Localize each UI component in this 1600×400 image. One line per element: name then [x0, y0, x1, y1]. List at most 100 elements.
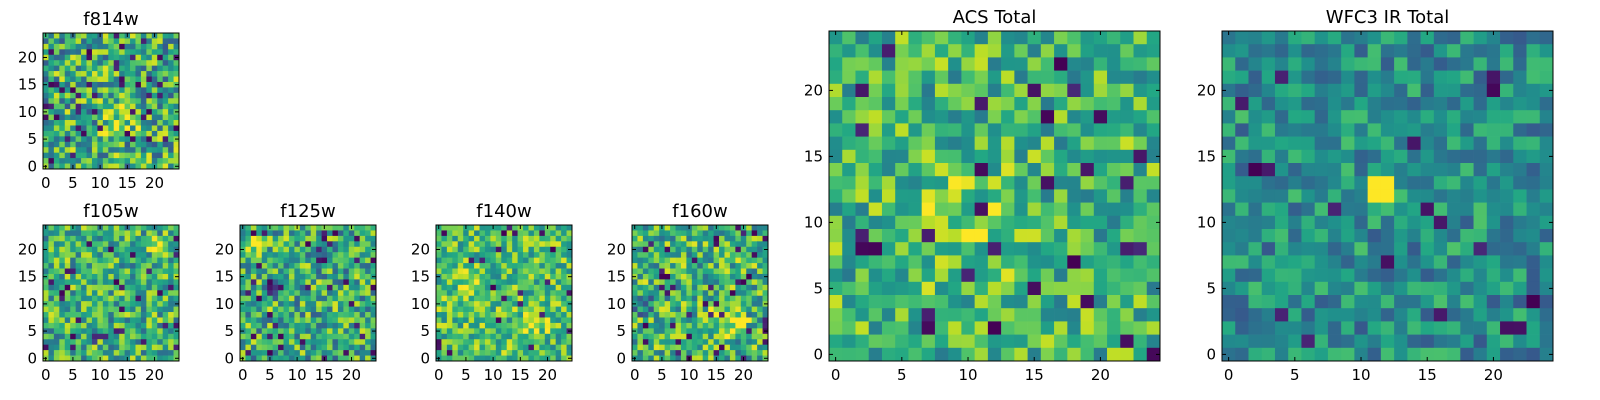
heatmap-cell	[261, 268, 268, 275]
heatmap-cell	[250, 295, 257, 302]
heatmap-cell	[1274, 83, 1289, 98]
heatmap-cell	[842, 176, 856, 190]
heatmap-cell	[1486, 97, 1501, 111]
heatmap-cell	[316, 225, 322, 231]
heatmap-cell	[151, 252, 158, 258]
heatmap-cell	[1120, 295, 1134, 309]
heatmap-cell	[948, 215, 962, 230]
heatmap-cell	[517, 246, 524, 253]
heatmap-cell	[1274, 308, 1289, 322]
heatmap-cell	[135, 147, 142, 154]
heatmap-cell	[479, 295, 486, 302]
heatmap-cell	[1473, 136, 1488, 151]
heatmap-cell	[1473, 308, 1488, 322]
heatmap-cell	[680, 268, 687, 275]
heatmap-cell	[555, 284, 562, 291]
heatmap-cell	[479, 273, 486, 280]
heatmap-cell	[337, 225, 344, 231]
heatmap-cell	[1288, 255, 1302, 269]
heatmap-cell	[75, 136, 82, 143]
heatmap-cell	[86, 333, 93, 340]
heatmap-cell	[523, 344, 529, 351]
heatmap-cell	[566, 263, 573, 269]
heatmap-cell	[1394, 163, 1408, 177]
heatmap-cell	[664, 230, 671, 237]
heatmap-cell	[261, 355, 268, 362]
heatmap-cell	[908, 149, 923, 164]
heatmap-cell	[653, 290, 660, 297]
heatmap-cell	[1054, 110, 1068, 124]
heatmap-cell	[332, 263, 339, 269]
heatmap-cell	[240, 295, 246, 302]
heatmap-cell	[1420, 229, 1435, 243]
heatmap-cell	[642, 350, 649, 356]
heatmap-cell	[762, 344, 769, 351]
heatmap-cell	[64, 141, 71, 148]
heatmap-cell	[550, 279, 557, 286]
heatmap-cell	[501, 284, 508, 291]
heatmap-cell	[64, 241, 71, 248]
heatmap-cell	[75, 317, 82, 324]
heatmap-cell	[1327, 136, 1342, 151]
heatmap-cell	[719, 312, 725, 318]
heatmap-cell	[533, 295, 540, 302]
heatmap-cell	[146, 273, 153, 280]
heatmap-cell	[1040, 176, 1055, 190]
heatmap-cell	[702, 301, 709, 307]
heatmap-cell	[48, 301, 55, 307]
heatmap-cell	[327, 279, 333, 286]
heatmap-cell	[267, 295, 273, 302]
heatmap-cell	[1433, 229, 1448, 243]
heatmap-cell	[1107, 176, 1121, 190]
heatmap-cell	[735, 279, 742, 286]
heatmap-cell	[1080, 189, 1095, 203]
heatmap-cell	[686, 328, 693, 335]
heatmap-cell	[441, 257, 448, 264]
heatmap-cell	[81, 76, 87, 83]
heatmap-cell	[1433, 202, 1448, 217]
heatmap-cell	[43, 252, 49, 258]
heatmap-cell	[1314, 136, 1329, 151]
heatmap-cell	[566, 322, 573, 329]
heatmap-cell	[64, 268, 71, 275]
heatmap-cell	[528, 273, 535, 280]
heatmap-cell	[474, 339, 480, 346]
heatmap-cell	[146, 43, 153, 50]
heatmap-cell	[119, 246, 125, 253]
heatmap-cell	[474, 322, 480, 329]
heatmap-cell	[895, 229, 909, 243]
heatmap-cell	[130, 65, 136, 72]
heatmap-cell	[974, 31, 989, 45]
heatmap-cell	[512, 317, 518, 324]
heatmap-cell	[474, 344, 480, 351]
heatmap-cell	[746, 339, 753, 346]
heatmap-cell	[278, 263, 284, 269]
heatmap-cell	[895, 163, 909, 177]
heatmap-cell	[495, 344, 502, 351]
heatmap-cell	[130, 344, 136, 351]
heatmap-cell	[43, 344, 49, 351]
heatmap-cell	[250, 312, 257, 318]
chart-title: f125w	[280, 201, 335, 222]
heatmap-cell	[162, 284, 169, 291]
chart-title: f105w	[83, 201, 138, 222]
heatmap-cell	[75, 163, 82, 170]
heatmap-cell	[539, 301, 546, 307]
heatmap-cell	[151, 290, 158, 297]
heatmap-cell	[555, 279, 562, 286]
heatmap-cell	[1027, 308, 1042, 322]
heatmap-cell	[1014, 255, 1028, 269]
heatmap-cell	[245, 235, 252, 242]
heatmap-cell	[108, 301, 115, 307]
heatmap-cell	[1133, 229, 1148, 243]
heatmap-cell	[1014, 295, 1028, 309]
heatmap-cell	[1394, 242, 1408, 256]
heatmap-cell	[697, 279, 704, 286]
heatmap-cell	[1301, 136, 1316, 151]
heatmap-cell	[64, 136, 71, 143]
heatmap-cell	[1420, 321, 1435, 335]
heatmap-cell	[686, 339, 693, 346]
heatmap-cell	[544, 290, 551, 297]
heatmap-cell	[474, 273, 480, 280]
heatmap-cell	[533, 257, 540, 264]
